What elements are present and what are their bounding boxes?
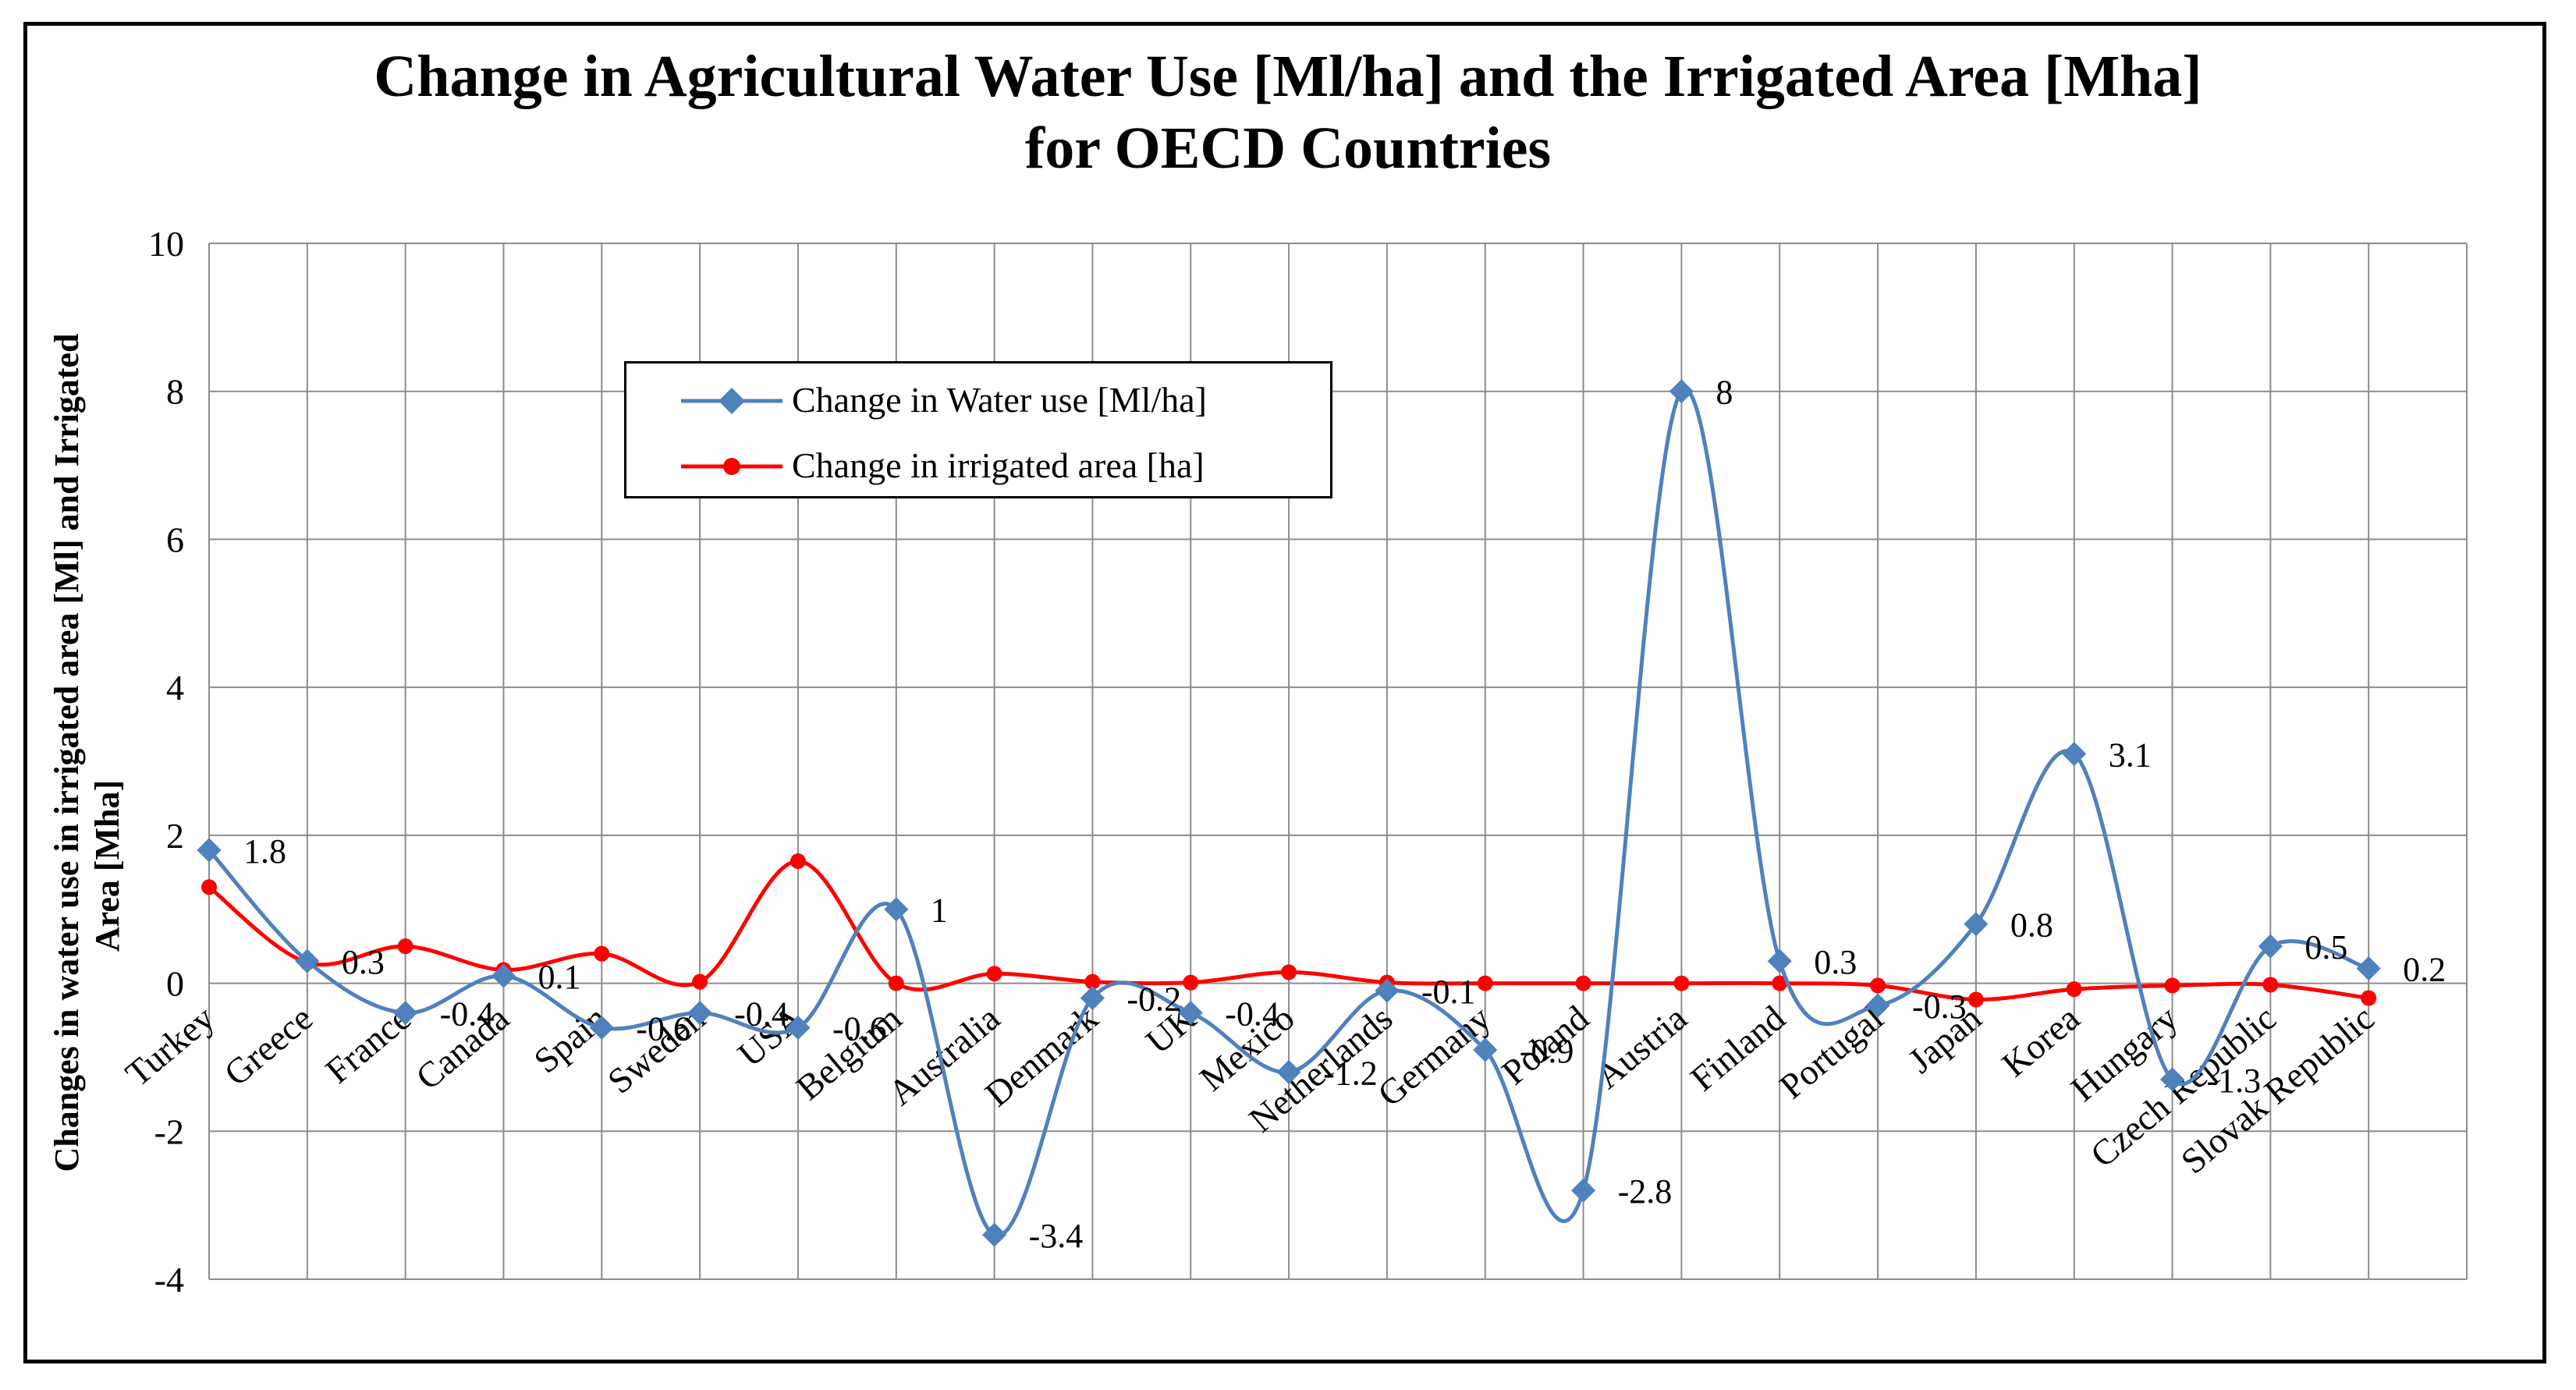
irrigated-area-point <box>1281 964 1297 980</box>
x-category-label: Germany <box>1370 998 1498 1114</box>
legend-label-water-use: Change in Water use [Ml/ha] <box>792 380 1207 420</box>
data-label: -1.3 <box>2207 1062 2262 1100</box>
legend-item-water-use: Change in Water use [Ml/ha] <box>626 370 1330 432</box>
data-label: -0.4 <box>1225 995 1279 1034</box>
y-axis-label-line2: Area [Mha] <box>88 780 126 952</box>
legend-item-irrigated-area: Change in irrigated area [ha] <box>626 435 1330 498</box>
data-label: -0.6 <box>636 1009 690 1048</box>
irrigated-area-point <box>2361 990 2377 1006</box>
chart-title-line2: for OECD Countries <box>1024 115 1552 181</box>
irrigated-area-point <box>789 853 806 870</box>
water-use-point <box>1964 912 1989 937</box>
x-category-label: Finland <box>1683 998 1792 1098</box>
y-tick-label: 6 <box>166 519 184 559</box>
x-category-label: Portugal <box>1772 998 1890 1106</box>
y-axis-label-line1: Changes in water use in irrigated area [… <box>48 333 86 1172</box>
water-use-point <box>1178 1000 1203 1026</box>
water-use-point <box>1276 1059 1301 1084</box>
data-label: -1.2 <box>1323 1054 1378 1092</box>
data-label: 0.3 <box>1814 943 1857 981</box>
data-label: -2.8 <box>1618 1172 1673 1211</box>
water-use-point <box>1473 1037 1498 1062</box>
irrigated-area-point <box>397 938 413 955</box>
irrigated-area-point <box>888 975 904 991</box>
y-axis-ticks: -4 -2 0 2 4 6 8 10 <box>148 224 184 1300</box>
data-label: 0.1 <box>538 958 580 996</box>
water-use-point <box>1375 978 1400 1003</box>
data-label: -0.1 <box>1421 973 1476 1011</box>
data-label: -3.4 <box>1029 1217 1084 1255</box>
water-use-point <box>1865 993 1890 1018</box>
data-label: 0.8 <box>2010 906 2053 945</box>
chart-title: Change in Agricultural Water Use [Ml/ha]… <box>0 41 2576 184</box>
irrigated-area-point <box>1772 975 1788 991</box>
legend-marker-circle <box>681 458 782 475</box>
x-category-label: Greece <box>217 998 321 1094</box>
legend-marker-diamond <box>681 388 782 414</box>
irrigated-area-point <box>986 966 1002 982</box>
y-tick-label: -2 <box>154 1112 184 1151</box>
water-use-point <box>1080 985 1105 1011</box>
irrigated-area-point <box>2164 977 2180 994</box>
data-label: -0.4 <box>440 995 495 1034</box>
y-tick-label: 4 <box>166 668 184 707</box>
water-use-point <box>982 1222 1007 1247</box>
data-label: -0.4 <box>734 995 789 1034</box>
y-tick-label: 8 <box>166 372 184 412</box>
data-label: -0.3 <box>1912 988 1967 1026</box>
water-use-line <box>208 387 2369 1238</box>
irrigated-area-point <box>201 879 217 895</box>
y-tick-label: 0 <box>166 964 184 1004</box>
chart-title-line1: Change in Agricultural Water Use [Ml/ha]… <box>374 44 2202 109</box>
irrigated-area-point <box>1673 975 1690 991</box>
data-label: 0.2 <box>2403 951 2446 989</box>
irrigated-area-point <box>1967 991 1984 1008</box>
water-use-point <box>2258 934 2283 959</box>
irrigated-area-point <box>1183 974 1199 991</box>
irrigated-area-line <box>208 859 2369 1002</box>
irrigated-area-point <box>2066 981 2082 998</box>
irrigated-area-point <box>594 945 610 962</box>
irrigated-area-point <box>2262 977 2279 993</box>
data-label: 1 <box>931 892 948 930</box>
irrigated-area-point <box>692 973 708 990</box>
water-use-point <box>1571 1178 1596 1203</box>
data-label: 0.5 <box>2305 928 2347 966</box>
chart-legend: Change in Water use [Ml/ha] Change in ir… <box>624 361 1332 498</box>
data-labels: 1.8 0.3 -0.4 0.1 -0.6 -0.4 -0.6 1 -3.4 -0.2 -0.4 -1… <box>243 374 2446 1255</box>
water-use-point <box>1767 949 1792 973</box>
data-label: 8 <box>1716 374 1733 412</box>
data-label: -0.9 <box>1520 1032 1574 1070</box>
water-use-point <box>2159 1067 2185 1092</box>
y-tick-label: 2 <box>166 816 184 856</box>
irrigated-area-point <box>1870 977 1886 994</box>
water-use-point <box>884 897 909 922</box>
water-use-point <box>295 949 320 973</box>
data-label: -0.6 <box>832 1009 887 1048</box>
data-label: 3.1 <box>2109 736 2152 775</box>
irrigated-area-point <box>1575 975 1591 991</box>
water-use-point <box>1669 379 1694 404</box>
legend-label-irrigated-area: Change in irrigated area [ha] <box>792 445 1205 485</box>
y-tick-label: 10 <box>148 224 184 264</box>
water-use-point <box>2062 741 2087 767</box>
x-category-label: Turkey <box>118 998 222 1094</box>
chart-frame <box>23 22 2546 1363</box>
data-label: -0.2 <box>1127 980 1181 1019</box>
y-tick-label: -4 <box>154 1260 184 1300</box>
series-lines <box>197 379 2381 1247</box>
water-use-point <box>2356 956 2381 981</box>
water-use-point <box>197 838 222 863</box>
x-category-label: Denmark <box>978 998 1105 1114</box>
irrigated-area-point <box>1477 975 1493 991</box>
irrigated-area-point <box>1084 973 1101 990</box>
data-label: 0.3 <box>342 943 385 981</box>
data-label: 1.8 <box>243 832 286 871</box>
